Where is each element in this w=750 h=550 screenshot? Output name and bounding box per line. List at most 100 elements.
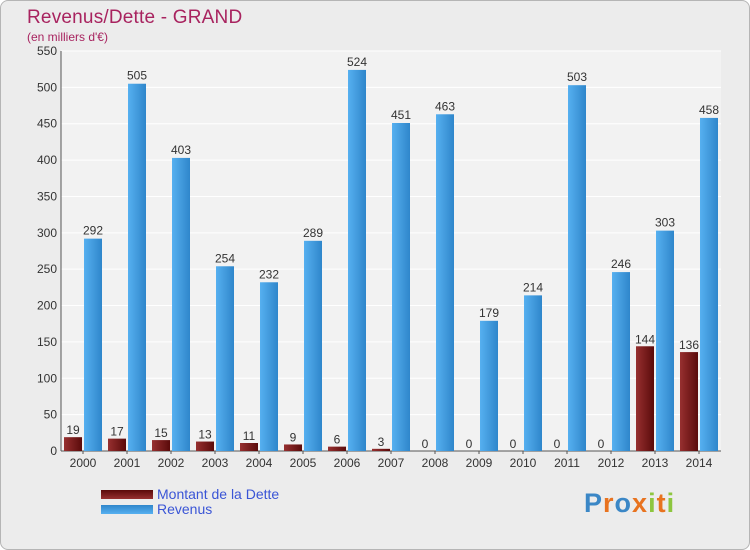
bar-debt (108, 438, 126, 451)
y-tick-label: 200 (37, 299, 57, 313)
logo-letter: o (614, 488, 633, 518)
data-label-revenus: 503 (567, 70, 587, 84)
logo-letter: i (666, 488, 676, 518)
x-tick-label: 2006 (334, 456, 361, 470)
bar-debt (196, 441, 214, 451)
data-labels: 19 292 17 505 15 403 13 254 11 232 9 289 6 524 3 451 0 46… (66, 55, 719, 451)
x-tick-label: 2004 (246, 456, 273, 470)
bar-debt (680, 352, 698, 451)
bar-debt (372, 448, 390, 451)
bar-debt (64, 437, 82, 451)
x-tick-label: 2009 (466, 456, 493, 470)
data-label-revenus: 254 (215, 251, 235, 265)
data-label-revenus: 451 (391, 108, 411, 122)
bar-revenus (216, 266, 234, 451)
data-label-debt: 3 (378, 435, 385, 449)
bar-debt (328, 446, 346, 451)
data-label-revenus: 505 (127, 69, 147, 83)
data-label-debt: 0 (554, 437, 561, 451)
y-tick-label: 0 (50, 444, 57, 458)
legend-label-debt: Montant de la Dette (157, 486, 280, 502)
chart-title: Revenus/Dette - GRAND (27, 7, 243, 28)
logo-letter: i (648, 488, 657, 518)
bar-revenus (612, 272, 630, 451)
x-tick-label: 2005 (290, 456, 317, 470)
data-label-debt: 0 (422, 437, 429, 451)
y-tick-label: 100 (37, 371, 57, 385)
data-label-revenus: 232 (259, 267, 279, 281)
y-tick-label: 150 (37, 335, 57, 349)
x-tick-label: 2012 (598, 456, 625, 470)
logo-letter: P (584, 488, 604, 518)
data-label-revenus: 303 (655, 216, 675, 230)
bar-revenus (392, 123, 410, 451)
bar-revenus (524, 295, 542, 451)
data-label-debt: 11 (243, 429, 256, 443)
bar-revenus (480, 320, 498, 451)
data-label-debt: 9 (290, 430, 297, 444)
x-tick-label: 2001 (114, 456, 141, 470)
x-tick-label: 2002 (158, 456, 185, 470)
bar-revenus (700, 117, 718, 451)
data-label-debt: 0 (598, 437, 605, 451)
bar-revenus (304, 240, 322, 451)
x-tick-label: 2008 (422, 456, 449, 470)
x-tick-label: 2010 (510, 456, 537, 470)
data-label-debt: 19 (66, 423, 80, 437)
x-tick-label: 2003 (202, 456, 229, 470)
bar-revenus (656, 230, 674, 451)
x-tick-label: 2011 (554, 456, 580, 470)
data-label-revenus: 179 (479, 306, 499, 320)
data-label-debt: 17 (110, 425, 124, 439)
data-label-debt: 0 (466, 437, 473, 451)
data-label-debt: 6 (334, 433, 341, 447)
bar-revenus (172, 157, 190, 451)
y-tick-label: 300 (37, 226, 57, 240)
bar-revenus (436, 114, 454, 451)
bar-revenus (348, 69, 366, 451)
bar-debt (240, 443, 258, 451)
data-label-revenus: 463 (435, 99, 455, 113)
data-label-debt: 0 (510, 437, 517, 451)
data-label-revenus: 246 (611, 257, 631, 271)
bar-debt (152, 440, 170, 451)
bar-revenus (84, 238, 102, 451)
plot-area (61, 51, 721, 451)
bar-debt (284, 444, 302, 451)
y-tick-label: 450 (37, 117, 57, 131)
data-label-revenus: 289 (303, 226, 323, 240)
bar-revenus (260, 282, 278, 451)
data-label-revenus: 403 (171, 143, 191, 157)
x-tick-label: 2007 (378, 456, 405, 470)
data-label-revenus: 524 (347, 55, 367, 69)
legend-swatch-debt (101, 490, 153, 499)
chart-subtitle: (en milliers d'€) (27, 30, 108, 44)
bar-revenus (128, 83, 146, 452)
data-label-revenus: 458 (699, 103, 719, 117)
data-label-debt: 15 (154, 426, 168, 440)
bar-revenus (568, 85, 586, 451)
data-label-debt: 13 (198, 428, 212, 442)
y-tick-label: 50 (44, 408, 58, 422)
y-tick-label: 550 (37, 44, 57, 58)
x-tick-label: 2014 (686, 456, 713, 470)
y-tick-label: 250 (37, 262, 57, 276)
grid-lines (61, 50, 721, 451)
logo-letter: r (603, 488, 615, 518)
legend-label-revenus: Revenus (157, 501, 213, 517)
logo-letter: t (656, 488, 667, 518)
proxiti-logo: Proxiti (584, 488, 675, 519)
data-label-revenus: 292 (83, 224, 103, 238)
data-label-debt: 144 (635, 332, 655, 346)
y-tick-label: 350 (37, 189, 57, 203)
logo-letter: x (632, 488, 649, 518)
x-tick-label: 2000 (70, 456, 97, 470)
bar-debt (636, 346, 654, 451)
bars (64, 69, 718, 452)
data-label-debt: 136 (679, 338, 699, 352)
x-tick-label: 2013 (642, 456, 669, 470)
y-tick-label: 500 (37, 80, 57, 94)
